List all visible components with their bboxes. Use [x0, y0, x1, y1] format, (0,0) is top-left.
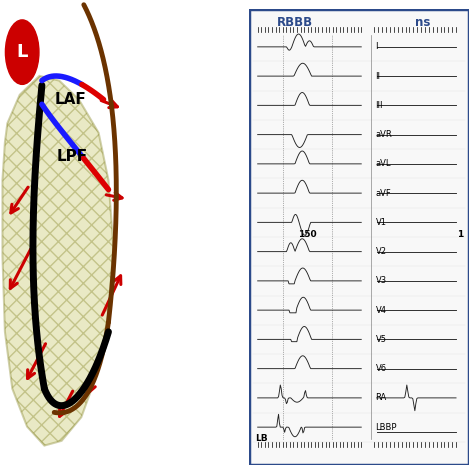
Text: ns: ns: [415, 16, 431, 29]
Text: LAF: LAF: [54, 92, 86, 107]
Text: RBBB: RBBB: [277, 16, 313, 29]
Text: V1: V1: [375, 218, 387, 227]
Text: aVL: aVL: [375, 159, 391, 168]
Text: III: III: [375, 101, 383, 110]
Text: LBBP: LBBP: [375, 423, 397, 432]
Text: LB: LB: [255, 434, 267, 443]
Text: aVR: aVR: [375, 130, 392, 139]
Text: 1: 1: [457, 230, 464, 239]
Text: LPF: LPF: [57, 149, 88, 164]
Text: V3: V3: [375, 276, 387, 285]
Polygon shape: [2, 76, 113, 446]
Text: V6: V6: [375, 364, 387, 373]
Text: V2: V2: [375, 247, 387, 256]
Text: RA: RA: [375, 393, 387, 402]
Text: 150: 150: [298, 230, 317, 239]
Text: V4: V4: [375, 306, 387, 315]
Text: V5: V5: [375, 335, 387, 344]
Text: L: L: [17, 43, 28, 61]
Text: II: II: [375, 72, 381, 81]
Text: aVF: aVF: [375, 189, 392, 198]
FancyBboxPatch shape: [249, 9, 469, 465]
Text: I: I: [375, 42, 378, 51]
Circle shape: [5, 20, 39, 84]
